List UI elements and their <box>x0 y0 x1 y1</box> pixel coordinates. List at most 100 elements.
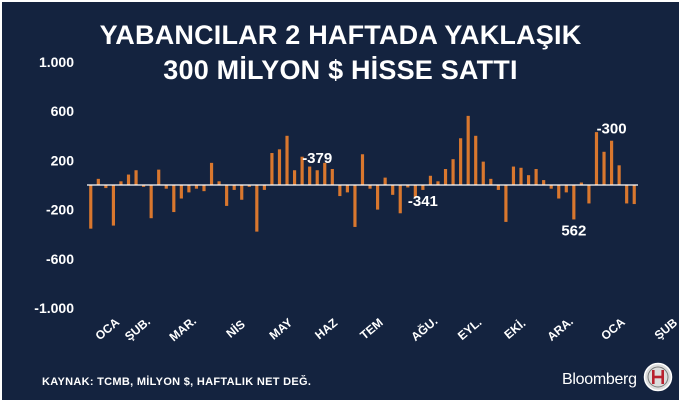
bar <box>315 170 319 185</box>
bar <box>526 175 531 185</box>
bar <box>225 185 229 206</box>
data-label: -300 <box>597 121 627 138</box>
bar <box>353 185 357 227</box>
bar <box>142 185 146 187</box>
bloomberg-brand: Bloomberg <box>562 371 637 388</box>
x-tick-label: ARA. <box>544 314 575 344</box>
bar <box>451 159 455 185</box>
bar <box>277 149 282 185</box>
bar <box>632 185 636 205</box>
bar <box>579 182 583 185</box>
x-tick-label: OCA <box>598 315 628 343</box>
y-tick-label: 200 <box>51 152 75 168</box>
y-tick-label: -1.000 <box>34 300 74 316</box>
data-label: -379 <box>302 150 332 167</box>
bar <box>489 178 493 185</box>
bar <box>602 151 606 185</box>
bar <box>625 185 629 204</box>
bar <box>96 178 100 185</box>
bar <box>164 185 168 189</box>
bar <box>202 185 206 192</box>
bar <box>345 185 349 193</box>
bar <box>255 185 259 232</box>
bar <box>428 175 433 185</box>
bar <box>330 169 334 185</box>
bar <box>187 185 191 193</box>
x-tick-label: NİS <box>223 316 248 340</box>
bar <box>459 138 463 185</box>
y-tick-label: 600 <box>51 103 75 119</box>
bar <box>247 185 251 187</box>
data-label: -341 <box>408 193 438 210</box>
bar <box>217 181 221 185</box>
bar <box>496 185 500 190</box>
data-label: 562 <box>561 222 586 239</box>
y-tick-label: -600 <box>46 251 74 267</box>
x-tick-label: OCA <box>93 315 123 343</box>
bar <box>126 174 131 185</box>
bar <box>398 185 402 214</box>
bar <box>285 135 289 185</box>
bar <box>557 185 561 199</box>
bar <box>240 185 244 200</box>
chart-title-line-1: YABANCILAR 2 HAFTADA YAKLAŞIK <box>99 20 582 50</box>
bar <box>262 185 266 190</box>
source-note: KAYNAK: TCMB, MİLYON $, HAFTALIK NET DEĞ… <box>42 376 312 388</box>
bar <box>104 185 108 189</box>
x-tick-label: EYL. <box>455 315 484 343</box>
y-tick-label: -200 <box>46 202 74 218</box>
bar <box>119 181 123 185</box>
x-tick-label: TEM <box>357 315 385 342</box>
x-tick-label: MAY <box>267 315 296 342</box>
bloomberg-ht-logo-icon <box>643 362 673 392</box>
bar <box>308 166 312 185</box>
x-tick-label: ŞUB. <box>122 314 153 343</box>
bar <box>270 153 274 185</box>
x-tick-label: AĞU. <box>408 313 441 344</box>
bar <box>89 185 93 229</box>
bar <box>572 185 576 220</box>
bar <box>549 185 553 189</box>
bar <box>481 161 485 185</box>
x-tick-label: HAZ <box>312 316 340 343</box>
bar <box>443 169 448 185</box>
bar <box>511 166 516 185</box>
bar <box>391 185 395 195</box>
bar <box>111 185 115 226</box>
y-tick-label: 1.000 <box>39 54 74 70</box>
bar <box>376 185 380 210</box>
bar <box>534 169 538 185</box>
x-tick-label: MAR. <box>167 314 199 344</box>
bar <box>323 162 327 185</box>
bar <box>436 181 440 185</box>
bar <box>474 135 478 185</box>
bar <box>134 170 138 185</box>
bar <box>194 185 199 189</box>
bar <box>383 177 387 185</box>
bar <box>232 185 236 190</box>
bar <box>466 115 470 185</box>
bar <box>542 180 546 185</box>
bar <box>504 185 508 222</box>
bar <box>179 185 183 199</box>
bar <box>360 154 365 185</box>
bar <box>519 167 523 185</box>
bar <box>564 185 568 193</box>
bar <box>292 170 297 185</box>
bar <box>587 185 591 204</box>
bar <box>209 162 214 185</box>
bar <box>617 165 621 185</box>
bar <box>149 185 153 219</box>
chart-title-line-2: 300 MİLYON $ HİSSE SATTI <box>163 55 518 85</box>
bar <box>157 169 161 186</box>
x-tick-label: EKİ. <box>501 315 529 341</box>
x-tick-label: ŞUB <box>652 315 679 342</box>
bar <box>368 185 372 189</box>
bar <box>610 140 614 185</box>
bar <box>421 185 425 190</box>
bar <box>406 185 410 188</box>
bar <box>300 156 304 185</box>
bar <box>594 132 599 185</box>
